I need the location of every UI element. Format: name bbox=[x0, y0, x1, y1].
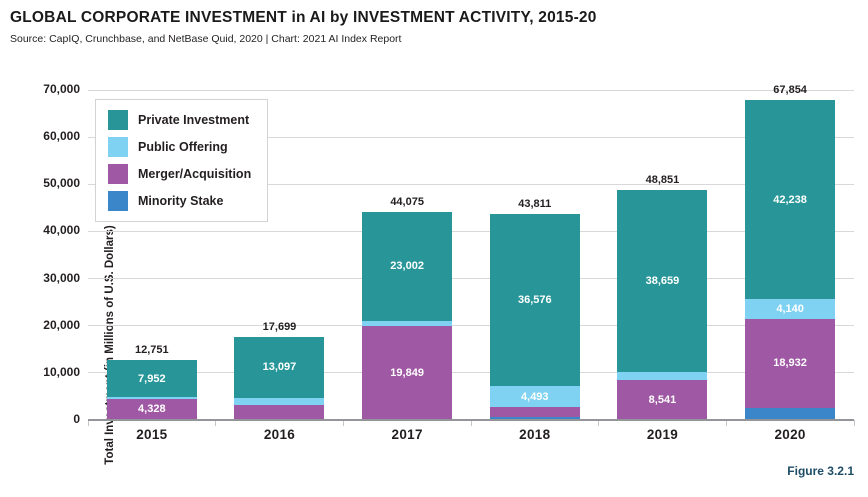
x-axis-tick bbox=[725, 420, 727, 426]
bar-stack: 42,238 4,140 18,932 bbox=[745, 100, 836, 420]
bar-segment-merger-acquisition: 18,932 bbox=[745, 318, 836, 409]
x-axis-tick bbox=[470, 420, 472, 426]
legend-label: Merger/Acquisition bbox=[138, 167, 252, 181]
bar-stack: 7,952 4,328 bbox=[106, 359, 197, 420]
bar-segment-minority-stake bbox=[489, 417, 580, 420]
y-tick-label: 60,000 bbox=[43, 129, 80, 144]
bar-group-2019: 48,851 38,659 8,541 bbox=[599, 90, 727, 420]
bar-segment-merger-acquisition: 19,849 bbox=[362, 325, 453, 420]
bar-segment-private-investment: 42,238 bbox=[745, 100, 836, 300]
bar-segment-public-offering bbox=[106, 397, 197, 399]
figure-number-label: Figure 3.2.1 bbox=[787, 464, 854, 478]
segment-value-label: 18,932 bbox=[773, 357, 807, 370]
bars-container: 12,751 7,952 4,328 17,699 13,097 44,075 23,002… bbox=[88, 84, 854, 420]
bar-total-label: 12,751 bbox=[135, 343, 169, 356]
bar-segment-merger-acquisition: 4,328 bbox=[106, 398, 197, 419]
legend-swatch-icon bbox=[108, 191, 128, 211]
gridline bbox=[88, 325, 854, 327]
bar-total-label: 44,075 bbox=[390, 196, 424, 209]
y-tick-label: 40,000 bbox=[43, 223, 80, 238]
gridline bbox=[88, 372, 854, 374]
bar-segment-public-offering bbox=[234, 398, 325, 406]
segment-value-label: 4,328 bbox=[138, 402, 166, 415]
legend: Private Investment Public Offering Merger/… bbox=[95, 99, 269, 222]
legend-swatch-icon bbox=[108, 164, 128, 184]
x-axis-tick bbox=[598, 420, 600, 426]
x-axis-label-2018: 2018 bbox=[519, 427, 551, 442]
legend-swatch-icon bbox=[108, 110, 128, 130]
bar-segment-merger-acquisition: 8,541 bbox=[617, 379, 708, 420]
gridline bbox=[88, 183, 854, 185]
chart-source-line: Source: CapIQ, Crunchbase, and NetBase Q… bbox=[10, 33, 402, 45]
bar-segment-public-offering bbox=[362, 320, 453, 326]
bar-segment-minority-stake bbox=[745, 408, 836, 420]
x-axis-labels: 2015 2016 2017 2018 2019 2020 bbox=[88, 427, 854, 442]
legend-label: Public Offering bbox=[138, 140, 228, 154]
segment-value-label: 4,493 bbox=[521, 390, 549, 403]
segment-value-label: 19,849 bbox=[390, 366, 424, 379]
bar-segment-merger-acquisition bbox=[489, 407, 580, 418]
bar-stack: 38,659 8,541 bbox=[617, 189, 708, 420]
y-tick-label: 70,000 bbox=[43, 82, 80, 96]
segment-value-label: 13,097 bbox=[262, 361, 297, 374]
x-axis-label-2016: 2016 bbox=[263, 427, 296, 442]
bar-segment-merger-acquisition bbox=[234, 405, 325, 420]
segment-value-label: 23,002 bbox=[390, 260, 424, 273]
bar-total-label: 48,851 bbox=[645, 173, 680, 186]
bar-total-label: 17,699 bbox=[262, 320, 297, 333]
gridline bbox=[88, 136, 854, 138]
bar-segment-public-offering: 4,493 bbox=[489, 385, 580, 408]
bar-segment-private-investment: 23,002 bbox=[362, 212, 453, 321]
y-tick-label: 50,000 bbox=[43, 176, 80, 191]
legend-item-minority-stake: Minority Stake bbox=[108, 191, 251, 211]
plot-area: Total Investment (in Millions of U.S. Do… bbox=[43, 82, 855, 465]
x-axis-tick bbox=[87, 420, 89, 426]
chart-title: GLOBAL CORPORATE INVESTMENT in AI by INV… bbox=[10, 9, 597, 26]
bar-stack: 23,002 19,849 bbox=[362, 212, 453, 420]
y-tick-label: 10,000 bbox=[43, 364, 80, 379]
bar-group-2020: 67,854 42,238 4,140 18,932 bbox=[726, 84, 854, 420]
legend-item-merger-acquisition: Merger/Acquisition bbox=[108, 164, 251, 184]
legend-label: Minority Stake bbox=[138, 194, 224, 208]
bar-segment-private-investment: 7,952 bbox=[106, 359, 197, 398]
x-axis-tick bbox=[853, 420, 855, 426]
bar-group-2016: 17,699 13,097 bbox=[216, 90, 344, 420]
x-axis-tick bbox=[342, 420, 344, 426]
legend-swatch-icon bbox=[108, 137, 128, 157]
x-axis-tick bbox=[215, 420, 217, 426]
segment-value-label: 7,952 bbox=[138, 372, 166, 385]
x-axis-label-2017: 2017 bbox=[391, 427, 423, 442]
bar-segment-public-offering bbox=[617, 371, 708, 380]
legend-item-private-investment: Private Investment bbox=[108, 110, 251, 130]
segment-value-label: 36,576 bbox=[517, 293, 552, 306]
bar-stack: 36,576 4,493 bbox=[489, 213, 580, 420]
segment-value-label: 4,140 bbox=[776, 303, 804, 315]
y-tick-label: 0 bbox=[73, 412, 80, 426]
bar-group-2018: 43,811 36,576 4,493 bbox=[471, 90, 599, 420]
bar-segment-private-investment: 13,097 bbox=[234, 336, 325, 399]
x-axis-label-2020: 2020 bbox=[774, 427, 806, 442]
bar-stack: 13,097 bbox=[234, 336, 325, 420]
x-axis-label-2019: 2019 bbox=[646, 427, 679, 442]
segment-value-label: 42,238 bbox=[773, 193, 807, 206]
bar-segment-public-offering: 4,140 bbox=[745, 299, 836, 319]
bar-total-label: 43,811 bbox=[518, 197, 552, 210]
gridline bbox=[88, 230, 854, 232]
x-axis-line bbox=[88, 419, 854, 421]
gridline bbox=[88, 278, 854, 280]
y-tick-label: 20,000 bbox=[43, 317, 80, 332]
bar-segment-private-investment: 36,576 bbox=[489, 213, 580, 386]
x-axis-label-2015: 2015 bbox=[136, 427, 168, 442]
bar-total-label: 67,854 bbox=[773, 84, 807, 97]
segment-value-label: 38,659 bbox=[645, 274, 680, 287]
bar-segment-private-investment: 38,659 bbox=[617, 189, 708, 372]
segment-value-label: 8,541 bbox=[648, 393, 677, 406]
legend-item-public-offering: Public Offering bbox=[108, 137, 251, 157]
y-tick-label: 30,000 bbox=[43, 270, 80, 285]
gridline bbox=[88, 89, 854, 91]
bar-group-2017: 44,075 23,002 19,849 bbox=[343, 90, 471, 420]
legend-label: Private Investment bbox=[138, 113, 250, 127]
